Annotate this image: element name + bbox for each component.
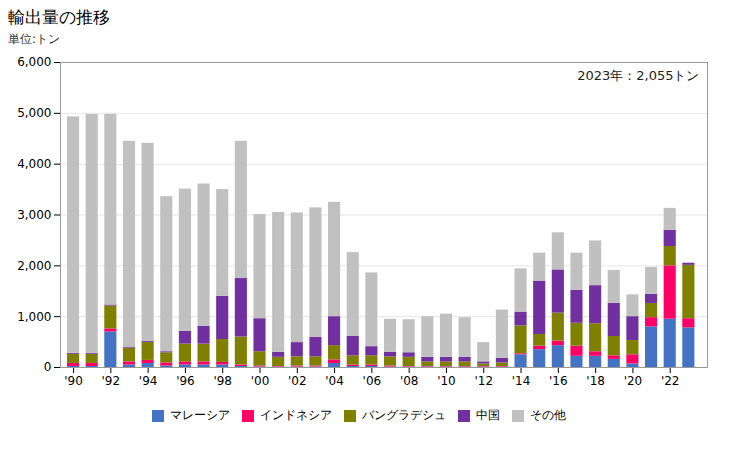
svg-text:'02: '02 [288, 374, 307, 388]
svg-text:3,000: 3,000 [17, 208, 51, 222]
svg-text:5,000: 5,000 [17, 106, 51, 120]
svg-text:'04: '04 [325, 374, 344, 388]
svg-text:'18: '18 [586, 374, 605, 388]
svg-text:'22: '22 [661, 374, 680, 388]
svg-text:'90: '90 [64, 374, 83, 388]
svg-text:'98: '98 [213, 374, 232, 388]
svg-text:'16: '16 [549, 374, 568, 388]
svg-text:2023年：2,055トン: 2023年：2,055トン [577, 68, 699, 83]
svg-text:1,000: 1,000 [17, 310, 51, 324]
html-text:マレーシア: マレーシア [169, 408, 230, 422]
svg-text:6,000: 6,000 [17, 55, 51, 69]
html-text:中国: 中国 [475, 408, 500, 422]
svg-text:'92: '92 [102, 374, 121, 388]
svg-text:'12: '12 [474, 374, 493, 388]
svg-text:2,000: 2,000 [17, 259, 51, 273]
svg-text:'14: '14 [512, 374, 531, 388]
html-text:インドネシア: インドネシア [259, 408, 332, 422]
html-text:バングラデシュ: バングラデシュ [361, 408, 446, 422]
html-text:その他: その他 [529, 408, 566, 422]
svg-text:'94: '94 [139, 374, 158, 388]
svg-text:4,000: 4,000 [17, 157, 51, 171]
svg-text:'20: '20 [624, 374, 643, 388]
svg-text:'10: '10 [437, 374, 456, 388]
svg-text:'96: '96 [176, 374, 195, 388]
html-text:単位:トン: 単位:トン [8, 32, 60, 46]
html-text:輸出量の推移: 輸出量の推移 [8, 7, 110, 27]
svg-text:'06: '06 [363, 374, 382, 388]
svg-text:'08: '08 [400, 374, 419, 388]
svg-text:'00: '00 [251, 374, 270, 388]
svg-text:0: 0 [44, 360, 52, 374]
